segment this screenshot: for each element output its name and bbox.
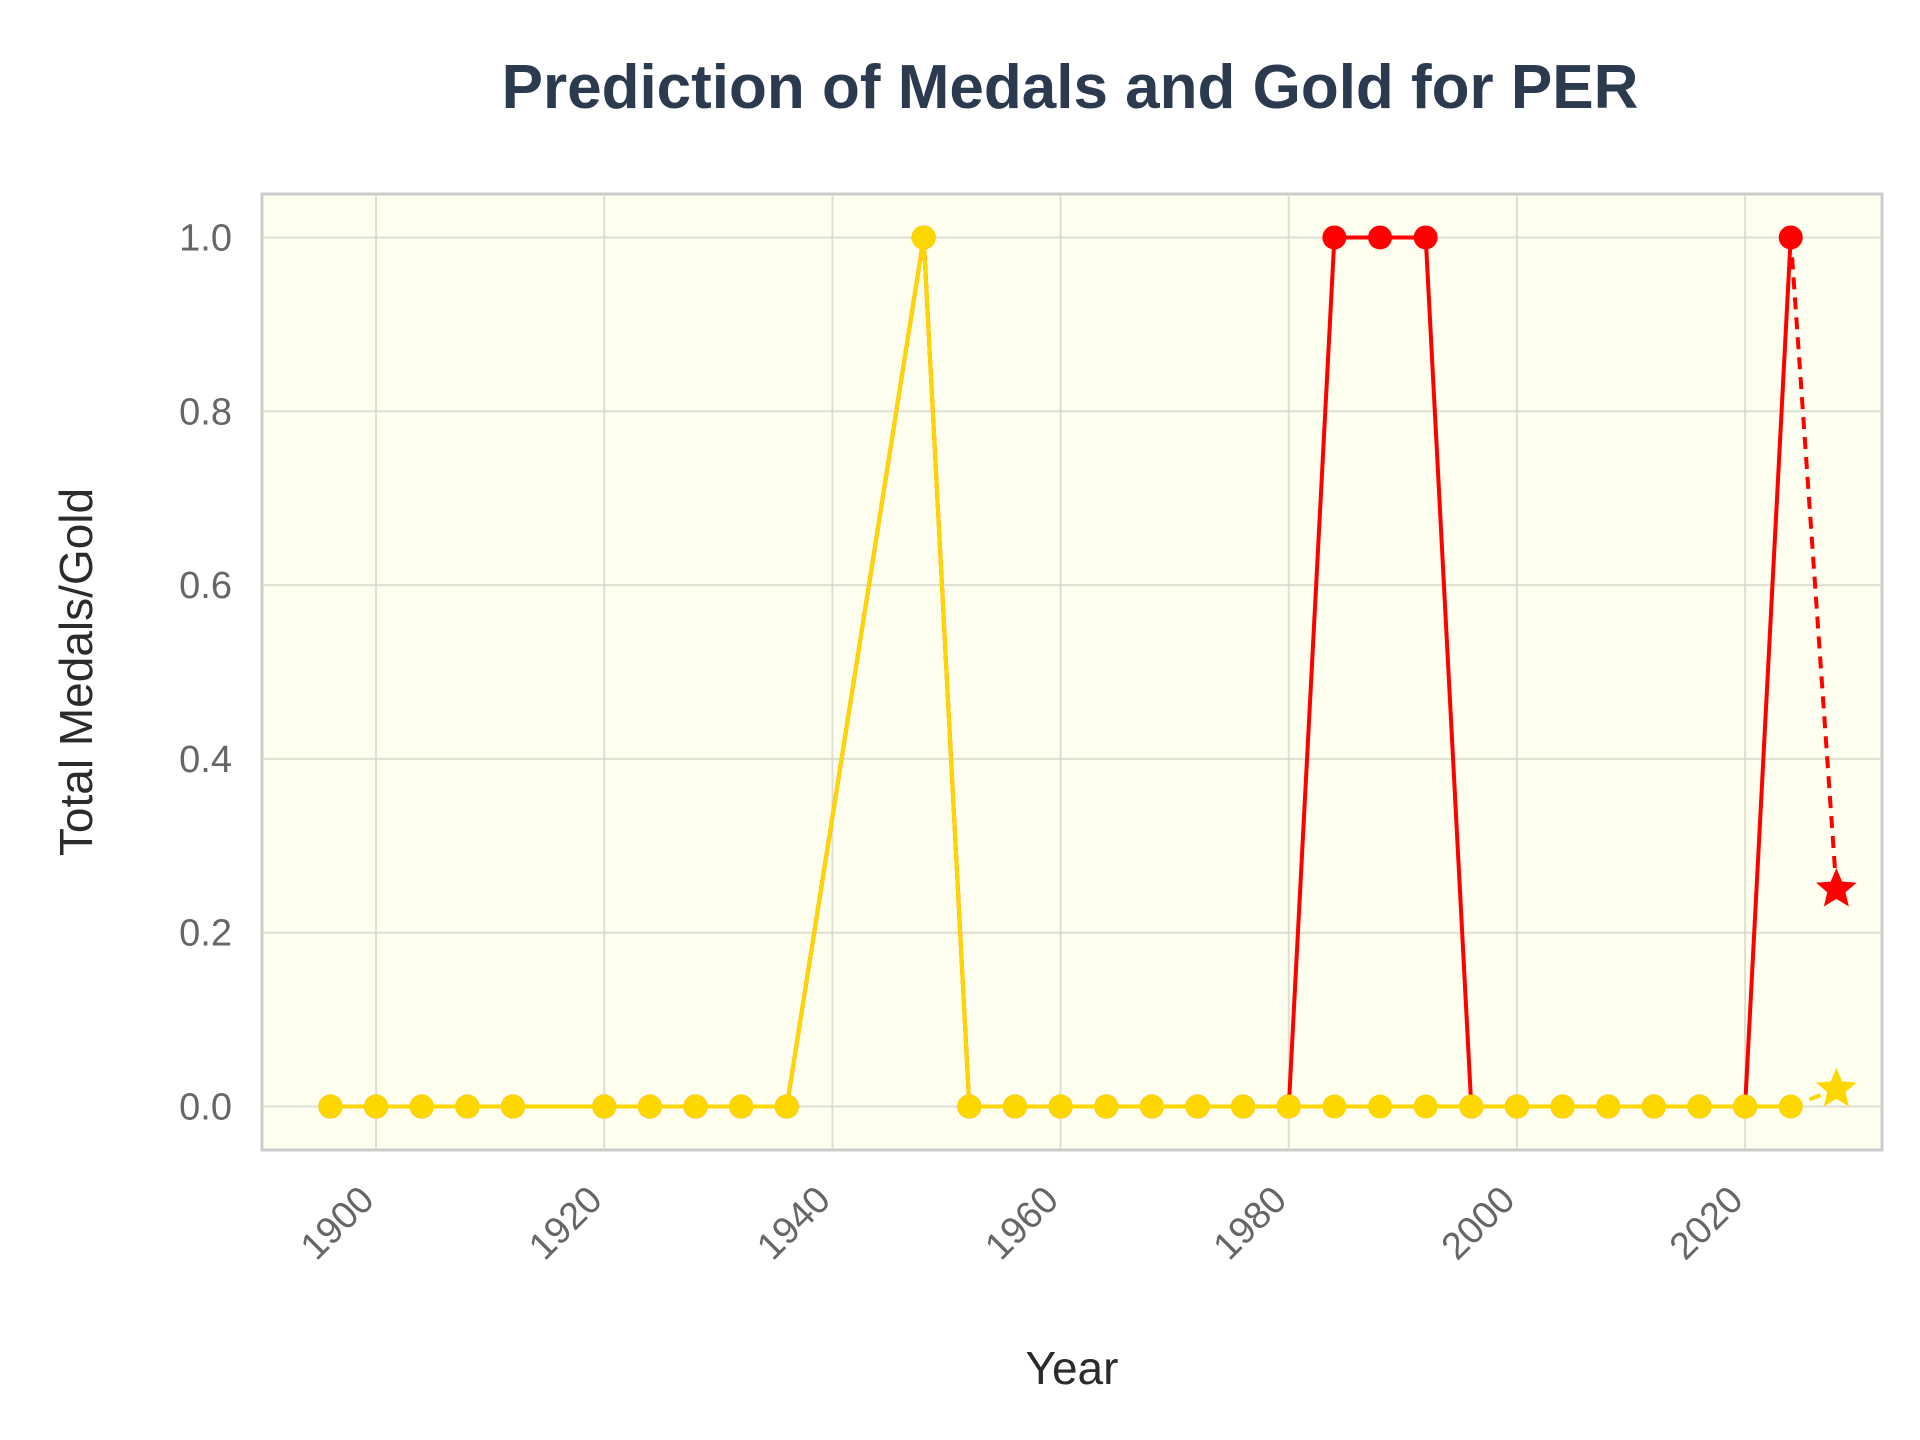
- x-tick-label: 1940: [749, 1179, 838, 1268]
- y-tick-label: 1.0: [179, 217, 232, 259]
- y-tick-label: 0.6: [179, 565, 232, 607]
- data-point: [1687, 1094, 1712, 1119]
- data-point: [1322, 1094, 1347, 1119]
- data-point: [1641, 1094, 1666, 1119]
- data-point: [1733, 1094, 1758, 1119]
- data-point: [1778, 225, 1803, 250]
- data-point: [1139, 1094, 1164, 1119]
- data-point: [1413, 1094, 1438, 1119]
- data-point: [1048, 1094, 1073, 1119]
- data-point: [455, 1094, 480, 1119]
- data-point-star: [1816, 1067, 1857, 1107]
- data-point: [1185, 1094, 1210, 1119]
- data-point: [1368, 225, 1393, 250]
- data-point: [592, 1094, 617, 1119]
- x-axis-label: Year: [1026, 1342, 1119, 1394]
- data-point: [1094, 1094, 1119, 1119]
- y-tick-label: 0.4: [179, 739, 232, 781]
- plot-area: [260, 192, 1884, 1152]
- data-point: [1596, 1094, 1621, 1119]
- data-point: [318, 1094, 343, 1119]
- x-tick-label: 1980: [1206, 1179, 1295, 1268]
- y-tick-label: 0.2: [179, 913, 232, 955]
- data-point: [364, 1094, 389, 1119]
- data-point: [729, 1094, 754, 1119]
- data-point: [1550, 1094, 1575, 1119]
- data-point: [1322, 225, 1347, 250]
- data-point: [409, 1094, 434, 1119]
- series-layer: [318, 225, 1857, 1119]
- y-tick-label: 0.8: [179, 391, 232, 433]
- series-line: [1788, 237, 1839, 890]
- data-point: [957, 1094, 982, 1119]
- data-point: [683, 1094, 708, 1119]
- x-tick-labels: 1900 1920 1940 1960 1980 2000 2020: [293, 1179, 1751, 1268]
- data-point: [1504, 1094, 1529, 1119]
- y-axis-label: Total Medals/Gold: [50, 488, 102, 856]
- data-point: [637, 1094, 662, 1119]
- data-point: [1276, 1094, 1301, 1119]
- x-tick-label: 2020: [1662, 1179, 1751, 1268]
- data-point: [1368, 1094, 1393, 1119]
- data-point: [774, 1094, 799, 1119]
- data-point: [1002, 1094, 1027, 1119]
- chart-title: Prediction of Medals and Gold for PER: [502, 53, 1639, 122]
- data-point: [1231, 1094, 1256, 1119]
- x-tick-label: 1960: [977, 1179, 1066, 1268]
- data-point-star: [1816, 868, 1857, 907]
- data-point: [1413, 225, 1438, 250]
- y-tick-label: 0.0: [179, 1087, 232, 1129]
- x-tick-label: 2000: [1434, 1179, 1523, 1268]
- data-point: [1459, 1094, 1484, 1119]
- x-tick-label: 1900: [293, 1179, 382, 1268]
- data-point: [500, 1094, 525, 1119]
- x-tick-label: 1920: [521, 1179, 610, 1268]
- y-tick-labels: 0.0 0.2 0.4 0.6 0.8 1.0: [179, 217, 232, 1128]
- data-point: [911, 225, 936, 250]
- grid: [262, 194, 1882, 1150]
